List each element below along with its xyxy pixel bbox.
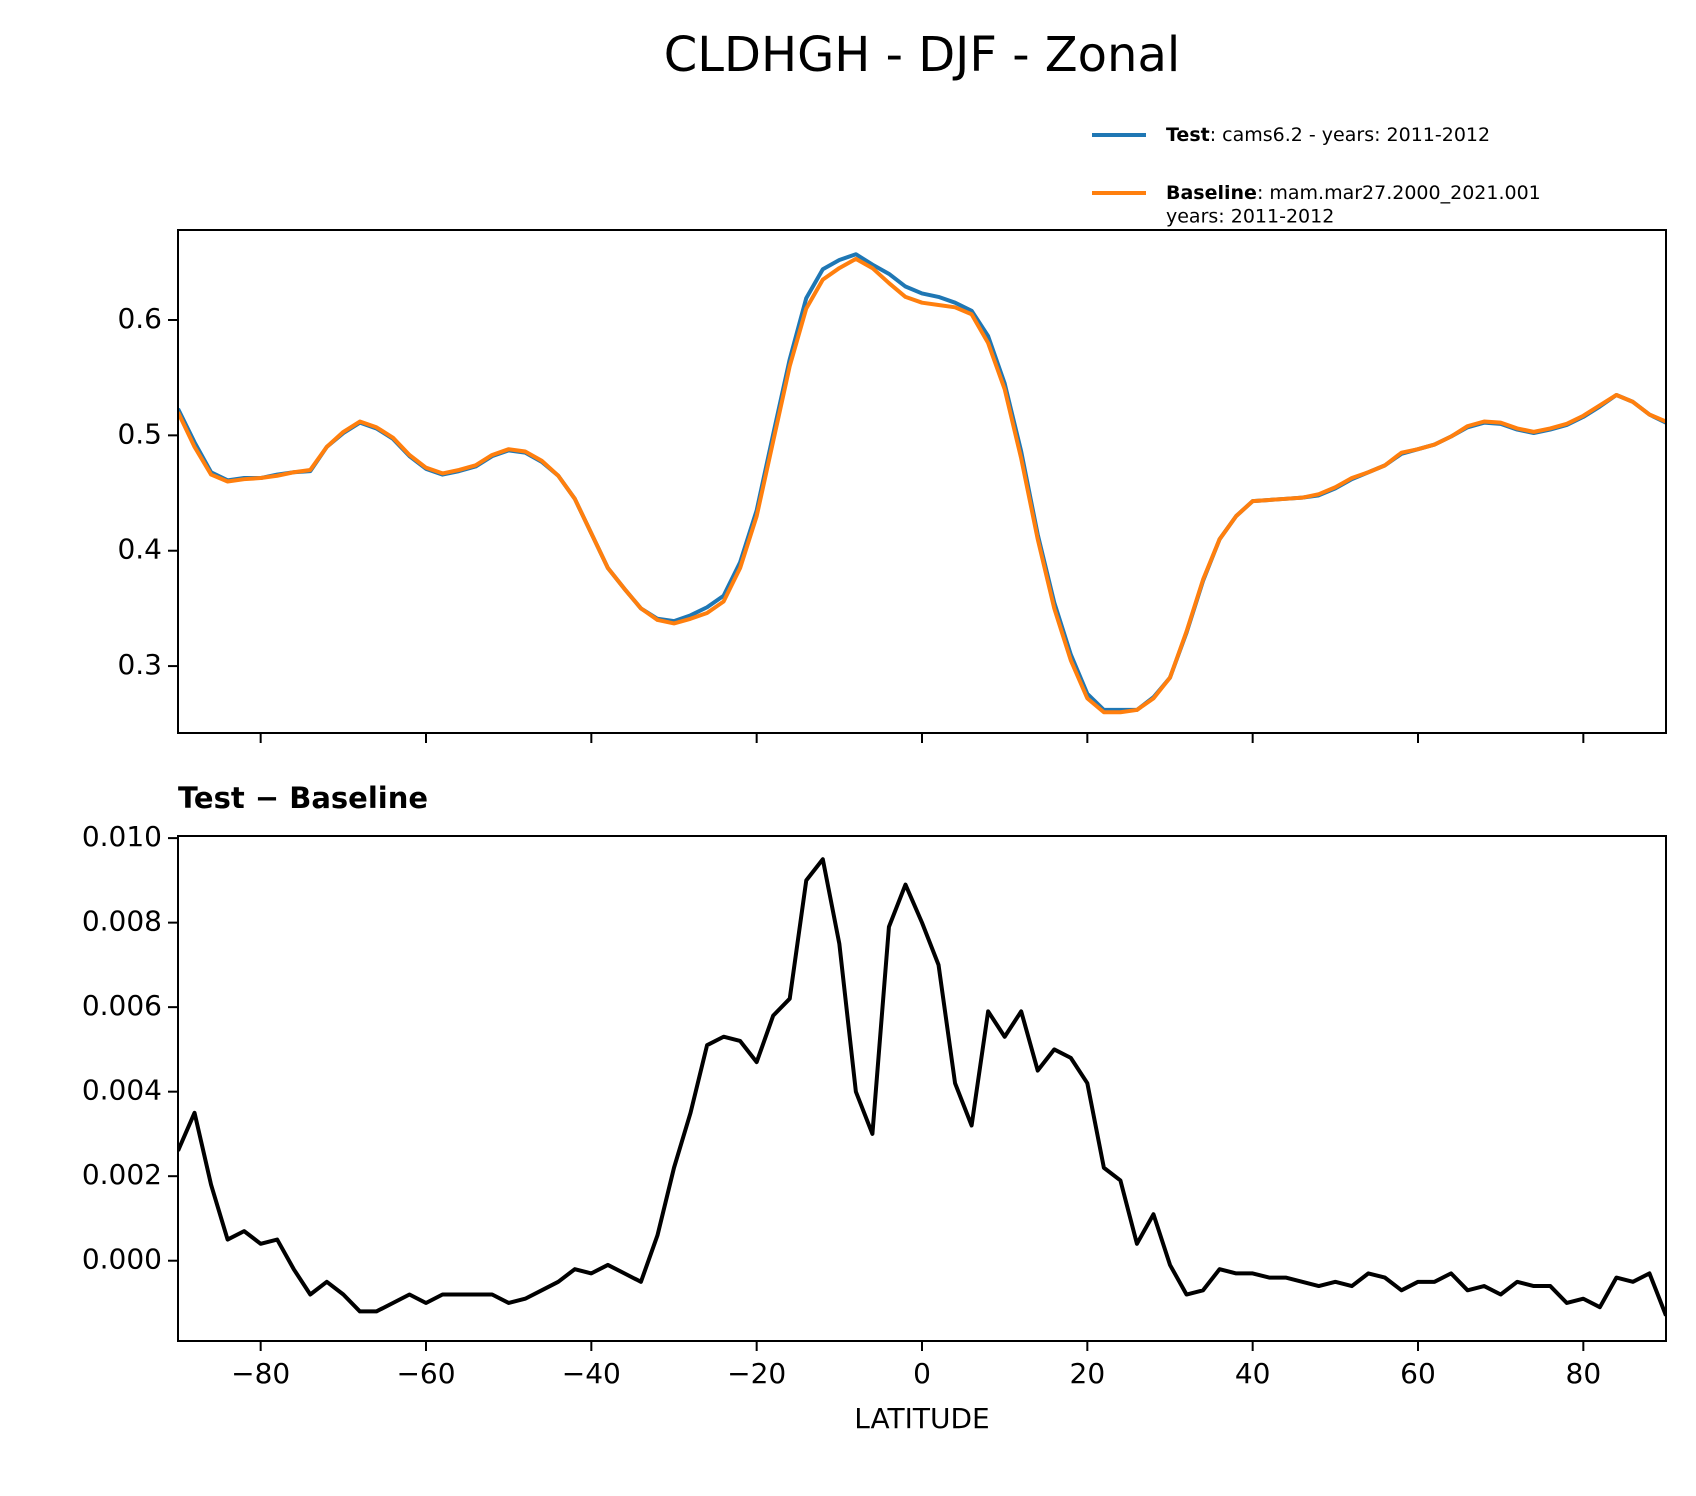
y-tick-label: 0.5 xyxy=(117,417,162,450)
y-tick-label: 0.004 xyxy=(82,1074,162,1107)
y-tick-label: 0.006 xyxy=(82,989,162,1022)
figure-title: CLDHGH - DJF - Zonal xyxy=(664,27,1180,83)
x-tick-label: −20 xyxy=(727,1357,786,1390)
axes-frame xyxy=(177,229,1667,734)
x-tick-label: −80 xyxy=(231,1357,290,1390)
subplot-title: Test − Baseline xyxy=(178,781,428,815)
legend-name: Baseline xyxy=(1166,182,1257,204)
legend-description: : cams6.2 - years: 2011-2012 xyxy=(1210,124,1490,146)
x-tick-label: 40 xyxy=(1235,1357,1271,1390)
x-tick-label: 80 xyxy=(1566,1357,1602,1390)
x-tick-label: 60 xyxy=(1400,1357,1436,1390)
x-tick-label: 0 xyxy=(913,1357,931,1390)
legend-description: years: 2011-2012 xyxy=(1166,206,1334,228)
axes-frame xyxy=(177,835,1667,1342)
y-tick-label: 0.4 xyxy=(117,533,162,566)
x-axis-label: LATITUDE xyxy=(854,1402,989,1435)
x-tick-label: −60 xyxy=(396,1357,455,1390)
legend-description: : mam.mar27.2000_2021.001 xyxy=(1257,182,1541,204)
legend-label: Baseline: mam.mar27.2000_2021.001 xyxy=(1166,182,1541,204)
data-line xyxy=(178,256,1666,715)
y-tick-label: 0.000 xyxy=(82,1243,162,1276)
legend-name: Test xyxy=(1166,124,1210,146)
y-tick-label: 0.3 xyxy=(117,648,162,681)
legend-label: Test: cams6.2 - years: 2011-2012 xyxy=(1166,124,1490,146)
y-tick-label: 0.010 xyxy=(82,820,162,853)
data-line xyxy=(178,857,1666,1317)
y-tick-label: 0.002 xyxy=(82,1158,162,1191)
y-tick-label: 0.008 xyxy=(82,905,162,938)
x-tick-label: 20 xyxy=(1070,1357,1106,1390)
x-tick-label: −40 xyxy=(562,1357,621,1390)
y-tick-label: 0.6 xyxy=(117,302,162,335)
